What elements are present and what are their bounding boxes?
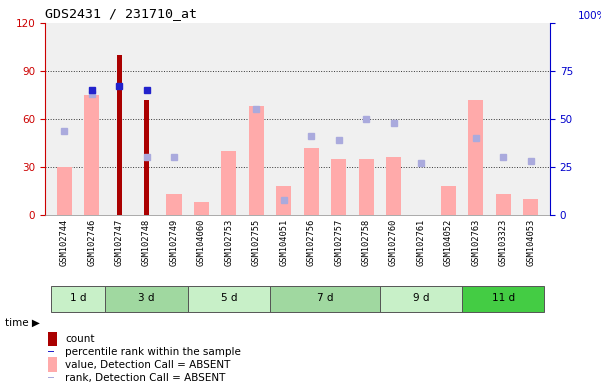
- Text: GSM104051: GSM104051: [279, 218, 288, 266]
- Bar: [50, 286, 105, 311]
- Text: 5 d: 5 d: [221, 293, 237, 303]
- Text: GSM102744: GSM102744: [59, 218, 69, 266]
- Text: 1 d: 1 d: [70, 293, 87, 303]
- Text: GSM102758: GSM102758: [362, 218, 371, 266]
- Text: value, Detection Call = ABSENT: value, Detection Call = ABSENT: [66, 359, 231, 369]
- Bar: [523, 199, 538, 215]
- Bar: [468, 100, 483, 215]
- Text: GSM102763: GSM102763: [471, 218, 480, 266]
- Bar: [380, 286, 462, 311]
- Bar: [188, 286, 270, 311]
- Bar: [144, 100, 149, 215]
- Bar: [47, 357, 56, 372]
- Text: GSM103323: GSM103323: [499, 218, 508, 266]
- Text: GSM102749: GSM102749: [169, 218, 178, 266]
- Bar: [166, 194, 182, 215]
- Text: percentile rank within the sample: percentile rank within the sample: [66, 347, 241, 357]
- Text: GDS2431 / 231710_at: GDS2431 / 231710_at: [45, 7, 197, 20]
- Bar: [249, 106, 264, 215]
- Bar: [221, 151, 236, 215]
- Bar: [84, 95, 99, 215]
- Text: GSM102746: GSM102746: [87, 218, 96, 266]
- Text: GSM102755: GSM102755: [252, 218, 261, 266]
- Text: rank, Detection Call = ABSENT: rank, Detection Call = ABSENT: [66, 372, 225, 382]
- Bar: [47, 377, 53, 378]
- Text: GSM104053: GSM104053: [526, 218, 535, 266]
- Bar: [304, 148, 319, 215]
- Bar: [496, 194, 511, 215]
- Bar: [270, 286, 380, 311]
- Bar: [462, 286, 545, 311]
- Bar: [276, 186, 291, 215]
- Bar: [105, 286, 188, 311]
- Text: count: count: [66, 334, 95, 344]
- Bar: [441, 186, 456, 215]
- Bar: [47, 331, 56, 346]
- Text: GSM102747: GSM102747: [115, 218, 124, 266]
- Text: GSM102756: GSM102756: [307, 218, 316, 266]
- Text: 7 d: 7 d: [317, 293, 333, 303]
- Bar: [359, 159, 374, 215]
- Text: 3 d: 3 d: [138, 293, 155, 303]
- Text: GSM104060: GSM104060: [197, 218, 206, 266]
- Bar: [117, 55, 121, 215]
- Text: 100%: 100%: [578, 11, 601, 21]
- Text: GSM104052: GSM104052: [444, 218, 453, 266]
- Text: GSM102748: GSM102748: [142, 218, 151, 266]
- Bar: [194, 202, 209, 215]
- Text: GSM102753: GSM102753: [224, 218, 233, 266]
- Bar: [331, 159, 346, 215]
- Text: GSM102757: GSM102757: [334, 218, 343, 266]
- Bar: [47, 351, 53, 352]
- Text: time ▶: time ▶: [5, 318, 40, 328]
- Bar: [386, 157, 401, 215]
- Text: GSM102761: GSM102761: [416, 218, 426, 266]
- Text: 9 d: 9 d: [413, 293, 429, 303]
- Bar: [56, 167, 72, 215]
- Text: GSM102760: GSM102760: [389, 218, 398, 266]
- Text: 11 d: 11 d: [492, 293, 515, 303]
